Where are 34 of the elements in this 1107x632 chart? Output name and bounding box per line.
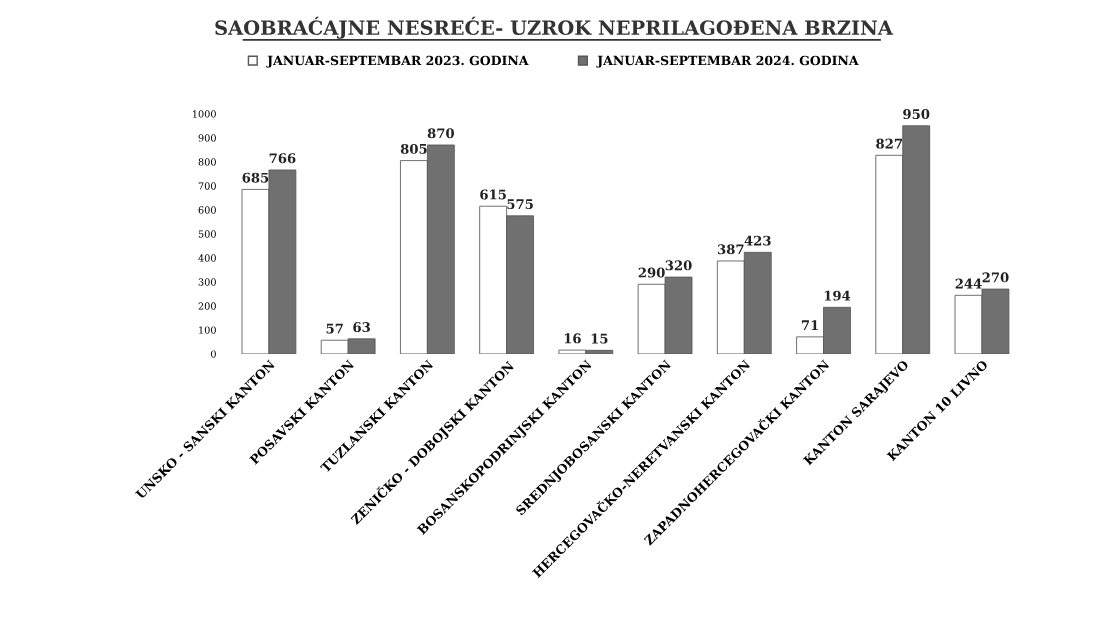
y-tick-label: 900 <box>198 134 216 142</box>
y-tick-label: 800 <box>198 158 216 166</box>
data-label: 615 <box>480 189 506 200</box>
legend-label: JANUAR-SEPTEMBAR 2024. GODINA <box>596 55 859 68</box>
data-label: 320 <box>665 260 692 271</box>
y-tick-label: 0 <box>210 350 216 358</box>
data-label: 57 <box>326 323 343 334</box>
data-label: 63 <box>353 322 370 333</box>
data-label: 805 <box>400 143 427 154</box>
data-label: 244 <box>955 278 982 289</box>
y-tick-label: 400 <box>198 254 216 262</box>
data-label: 870 <box>427 128 455 139</box>
y-tick-label: 200 <box>198 302 216 310</box>
data-label: 423 <box>744 235 771 246</box>
legend-label: JANUAR-SEPTEMBAR 2023. GODINA <box>266 55 529 68</box>
data-label: 16 <box>564 333 581 344</box>
y-tick-label: 600 <box>198 206 216 214</box>
data-label: 950 <box>903 109 930 120</box>
data-label: 387 <box>717 244 744 255</box>
y-tick-label: 1000 <box>192 110 216 118</box>
data-label: 15 <box>591 333 608 344</box>
data-label: 290 <box>638 267 665 278</box>
data-label: 827 <box>876 138 902 149</box>
data-label: 194 <box>824 290 851 301</box>
chart-title: SAOBRAĆAJNE NESREĆE- UZROK NEPRILAGOĐENA BRZINA <box>215 16 894 39</box>
data-label: 71 <box>801 320 818 330</box>
y-tick-label: 100 <box>199 326 216 334</box>
data-label: 685 <box>242 172 269 183</box>
y-tick-label: 300 <box>198 278 216 286</box>
y-tick-label: 700 <box>198 182 216 190</box>
data-label: 270 <box>982 272 1009 283</box>
data-label: 766 <box>269 153 296 164</box>
y-tick-label: 500 <box>198 230 216 238</box>
data-label: 575 <box>507 199 533 210</box>
